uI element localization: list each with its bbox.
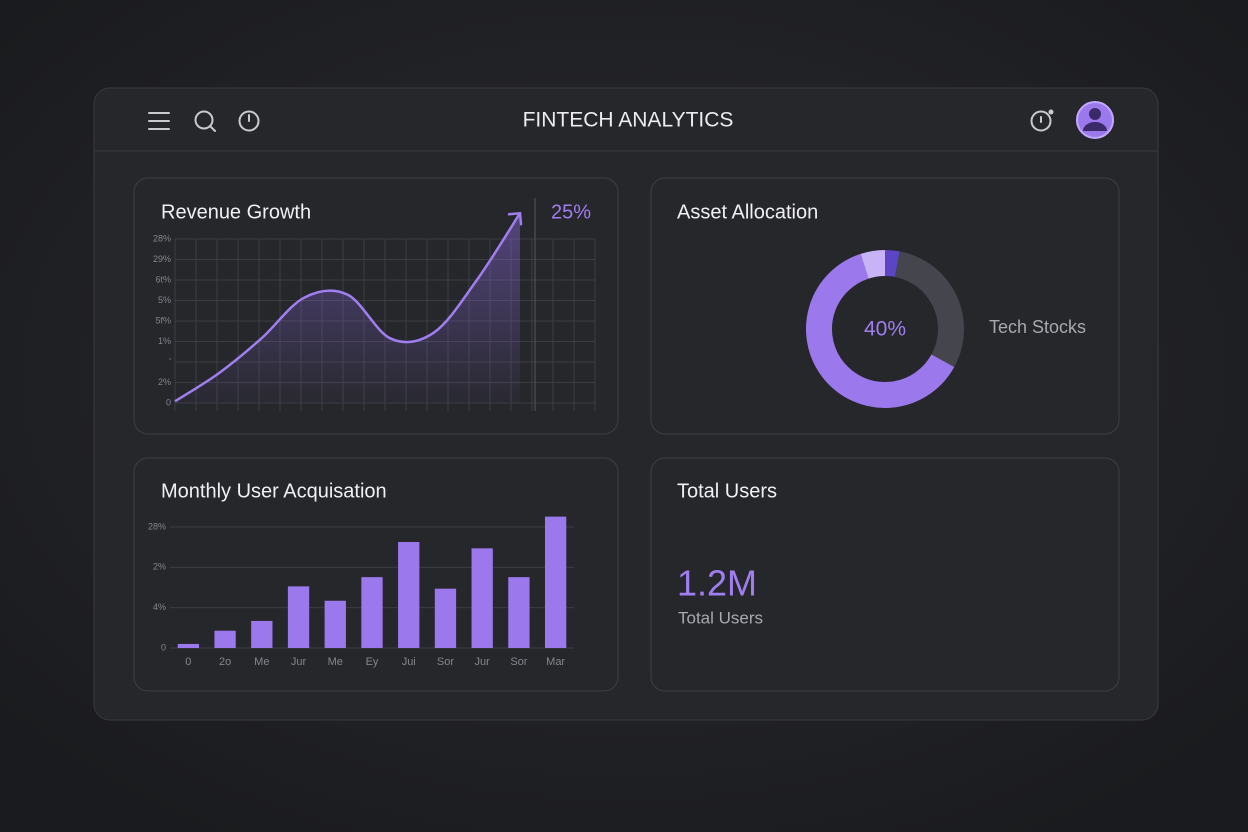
donut-center-label: 40%: [864, 318, 906, 341]
bar: [287, 586, 310, 648]
y-tick-label: 29%: [153, 254, 171, 264]
bar: [214, 630, 236, 648]
x-tick-label: Me: [328, 656, 343, 668]
y-tick-label: 5%: [158, 295, 171, 305]
bar: [324, 600, 346, 648]
donut-segment: [806, 253, 955, 408]
x-tick-label: Jui: [402, 656, 416, 668]
x-tick-label: Jur: [291, 656, 307, 668]
card-title: Revenue Growth: [161, 201, 311, 223]
bar: [251, 620, 273, 648]
app-title: FINTECH ANALYTICS: [523, 109, 734, 132]
y-tick-label: 2%: [153, 562, 166, 572]
growth-badge: 25%: [551, 201, 591, 223]
x-tick-label: Me: [254, 656, 269, 668]
arrow-head: [507, 211, 523, 226]
notification-icon[interactable]: [1030, 109, 1054, 132]
kpi-value: 1.2M: [677, 563, 757, 604]
clock-icon[interactable]: [238, 110, 260, 132]
donut-segment: [884, 250, 900, 277]
y-tick-label: 5f%: [155, 315, 171, 325]
y-tick-label: 2%: [158, 377, 171, 387]
x-tick-label: Jur: [475, 656, 491, 668]
kpi-caption: Total Users: [678, 608, 763, 627]
card: [650, 457, 1120, 692]
card-title: Total Users: [677, 480, 777, 502]
x-tick-label: Sor: [437, 656, 454, 668]
area: [175, 213, 520, 403]
search-icon[interactable]: [194, 110, 216, 132]
y-tick-label: 28%: [148, 521, 166, 531]
donut-segment: [860, 250, 886, 279]
bar: [471, 548, 493, 648]
y-tick-label: 6t%: [155, 274, 171, 284]
y-tick-label: 1%: [158, 336, 171, 346]
donut-legend-label: Tech Stocks: [989, 317, 1086, 337]
y-tick-label: 28%: [153, 233, 171, 243]
card: [650, 177, 1120, 435]
x-tick-label: Mar: [546, 656, 565, 668]
line: [174, 212, 522, 403]
x-tick-label: Ey: [366, 656, 379, 668]
y-tick-label: 0: [161, 642, 166, 652]
y-tick-label: ': [169, 356, 171, 366]
bar: [434, 588, 457, 648]
y-tick-label: 0: [166, 397, 171, 407]
menu-icon[interactable]: [148, 112, 170, 130]
avatar[interactable]: [1076, 101, 1114, 139]
bar: [544, 516, 567, 648]
x-tick-label: 2o: [219, 656, 231, 668]
card-title: Asset Allocation: [677, 201, 818, 223]
y-tick-label: 4%: [153, 602, 166, 612]
bar: [508, 577, 530, 648]
x-tick-label: Sor: [510, 656, 527, 668]
bar: [361, 577, 383, 648]
bar: [177, 643, 200, 648]
donut-segment: [894, 251, 964, 368]
x-tick-label: 0: [185, 656, 191, 668]
card-title: Monthly User Acquisation: [161, 480, 387, 502]
bar: [398, 541, 420, 648]
